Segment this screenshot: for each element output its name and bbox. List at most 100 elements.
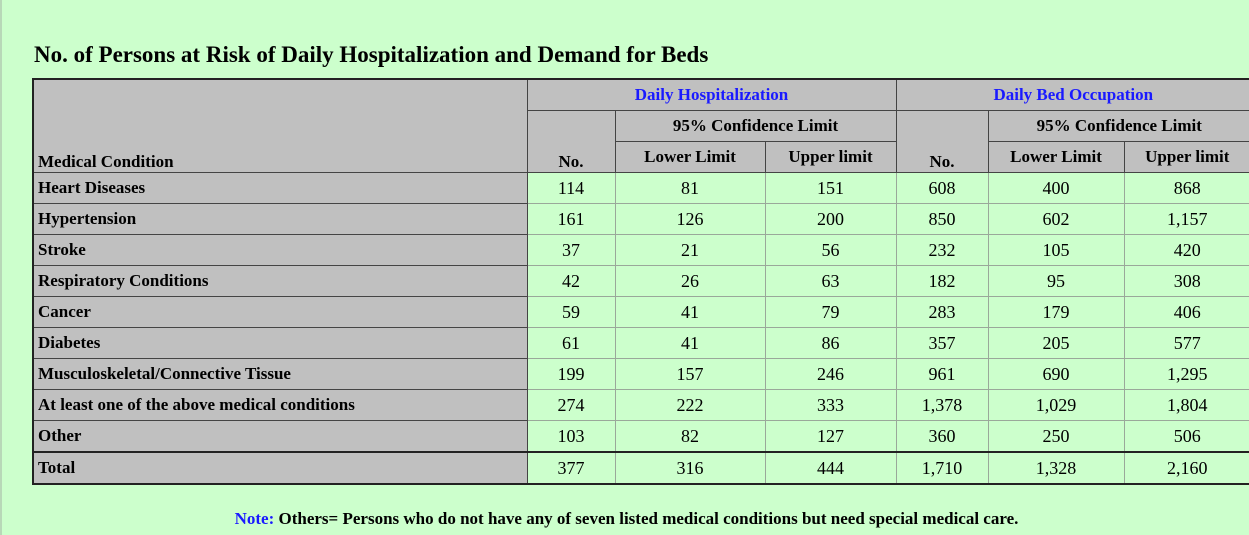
value-cell: 82 — [614, 420, 766, 453]
value-cell: 37 — [526, 234, 616, 266]
header-cell: No. — [895, 110, 989, 173]
value-cell: 200 — [764, 203, 897, 235]
value-cell: 151 — [764, 172, 897, 204]
condition-cell: Stroke — [32, 234, 528, 266]
condition-cell: Musculoskeletal/Connective Tissue — [32, 358, 528, 390]
value-cell: 333 — [764, 389, 897, 421]
table-row: Total 377 316 444 1,710 1,328 2,160 — [32, 451, 1249, 485]
value-cell: 63 — [764, 265, 897, 297]
table-row: Diabetes 61 41 86 357 205 577 — [32, 327, 1249, 359]
value-cell: 127 — [764, 420, 897, 453]
header-row: Lower Limit Upper limit Lower Limit Uppe… — [33, 141, 1249, 173]
value-cell: 1,157 — [1123, 203, 1249, 235]
header-cell: Lower Limit — [987, 141, 1125, 173]
condition-cell: Heart Diseases — [32, 172, 528, 204]
condition-cell: Total — [32, 451, 528, 485]
value-cell: 26 — [614, 265, 766, 297]
value-cell: 420 — [1123, 234, 1249, 266]
note: Note: Others= Persons who do not have an… — [2, 509, 1249, 529]
table-row: Hypertension 161 126 200 850 602 1,157 — [32, 203, 1249, 235]
value-cell: 105 — [987, 234, 1125, 266]
value-cell: 316 — [614, 451, 766, 485]
value-cell: 222 — [614, 389, 766, 421]
value-cell: 1,029 — [987, 389, 1125, 421]
header-cell: Upper limit — [764, 141, 897, 173]
data-table: Medical Condition Daily Hospitalization … — [32, 78, 1249, 485]
condition-cell: At least one of the above medical condit… — [32, 389, 528, 421]
value-cell: 506 — [1123, 420, 1249, 453]
value-cell: 95 — [987, 265, 1125, 297]
value-cell: 42 — [526, 265, 616, 297]
header-cell: No. — [526, 110, 616, 173]
header-row: Medical Condition Daily Hospitalization … — [32, 78, 1249, 173]
value-cell: 1,295 — [1123, 358, 1249, 390]
condition-cell: Other — [32, 420, 528, 453]
value-cell: 283 — [895, 296, 989, 328]
table-header: Medical Condition Daily Hospitalization … — [32, 78, 1249, 173]
value-cell: 406 — [1123, 296, 1249, 328]
note-label: Note: — [234, 509, 275, 528]
table-row: Stroke 37 21 56 232 105 420 — [32, 234, 1249, 266]
value-cell: 182 — [895, 265, 989, 297]
value-cell: 1,710 — [895, 451, 989, 485]
value-cell: 850 — [895, 203, 989, 235]
value-cell: 608 — [895, 172, 989, 204]
table-body: Heart Diseases 114 81 151 608 400 868 Hypertens… — [32, 172, 1249, 485]
value-cell: 444 — [764, 451, 897, 485]
value-cell: 126 — [614, 203, 766, 235]
value-cell: 81 — [614, 172, 766, 204]
header-cell: 95% Confidence Limit — [987, 110, 1249, 142]
value-cell: 602 — [987, 203, 1125, 235]
value-cell: 232 — [895, 234, 989, 266]
value-cell: 56 — [764, 234, 897, 266]
value-cell: 961 — [895, 358, 989, 390]
value-cell: 377 — [526, 451, 616, 485]
value-cell: 157 — [614, 358, 766, 390]
header-cell: Daily Hospitalization — [526, 78, 897, 111]
value-cell: 274 — [526, 389, 616, 421]
value-cell: 1,328 — [987, 451, 1125, 485]
condition-cell: Diabetes — [32, 327, 528, 359]
value-cell: 1,804 — [1123, 389, 1249, 421]
value-cell: 114 — [526, 172, 616, 204]
table-row: Heart Diseases 114 81 151 608 400 868 — [32, 172, 1249, 204]
header-cell: Upper limit — [1123, 141, 1249, 173]
value-cell: 400 — [987, 172, 1125, 204]
value-cell: 250 — [987, 420, 1125, 453]
table-row: Respiratory Conditions 42 26 63 182 95 308 — [32, 265, 1249, 297]
value-cell: 199 — [526, 358, 616, 390]
value-cell: 41 — [614, 296, 766, 328]
header-cell: 95% Confidence Limit — [614, 110, 897, 142]
value-cell: 246 — [764, 358, 897, 390]
title: No. of Persons at Risk of Daily Hospital… — [34, 42, 709, 67]
value-cell: 357 — [895, 327, 989, 359]
value-cell: 2,160 — [1123, 451, 1249, 485]
header-cell: Daily Bed Occupation — [895, 78, 1249, 111]
value-cell: 205 — [987, 327, 1125, 359]
value-cell: 868 — [1123, 172, 1249, 204]
value-cell: 690 — [987, 358, 1125, 390]
value-cell: 21 — [614, 234, 766, 266]
note-text: Others= Persons who do not have any of s… — [278, 509, 1019, 528]
value-cell: 103 — [526, 420, 616, 453]
table-row: At least one of the above medical condit… — [32, 389, 1249, 421]
value-cell: 308 — [1123, 265, 1249, 297]
value-cell: 161 — [526, 203, 616, 235]
value-cell: 41 — [614, 327, 766, 359]
condition-cell: Respiratory Conditions — [32, 265, 528, 297]
value-cell: 577 — [1123, 327, 1249, 359]
table-row: Musculoskeletal/Connective Tissue 199 157 2… — [32, 358, 1249, 390]
header-cell: Medical Condition — [32, 78, 528, 173]
table-row: Cancer 59 41 79 283 179 406 — [32, 296, 1249, 328]
value-cell: 79 — [764, 296, 897, 328]
value-cell: 1,378 — [895, 389, 989, 421]
header-cell: Lower Limit — [614, 141, 766, 173]
value-cell: 59 — [526, 296, 616, 328]
table-row: Other 103 82 127 360 250 506 — [32, 420, 1249, 453]
condition-cell: Cancer — [32, 296, 528, 328]
value-cell: 360 — [895, 420, 989, 453]
value-cell: 86 — [764, 327, 897, 359]
value-cell: 179 — [987, 296, 1125, 328]
